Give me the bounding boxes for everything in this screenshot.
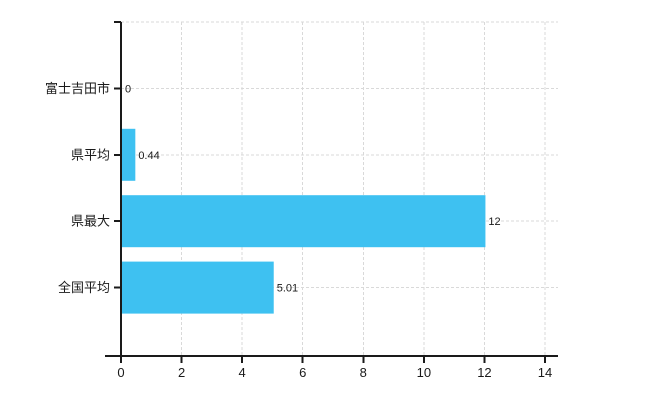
x-tick-label: 8 [360, 365, 367, 380]
bar [122, 128, 136, 181]
value-label: 0 [125, 83, 131, 95]
x-tick-label: 6 [299, 365, 306, 380]
category-label: 富士吉田市 [45, 81, 110, 96]
x-tick-label: 0 [117, 365, 124, 380]
category-label: 県平均 [71, 147, 110, 162]
value-label: 12 [488, 216, 500, 228]
bar [122, 195, 486, 248]
x-tick-label: 14 [538, 365, 552, 380]
x-tick-label: 2 [178, 365, 185, 380]
value-label: 0.44 [138, 150, 159, 162]
bar [122, 261, 274, 314]
x-tick-label: 4 [239, 365, 246, 380]
category-label: 県最大 [71, 214, 110, 229]
category-label: 全国平均 [58, 280, 110, 295]
x-tick-label: 10 [417, 365, 431, 380]
x-tick-label: 12 [477, 365, 491, 380]
value-label: 5.01 [277, 283, 298, 295]
